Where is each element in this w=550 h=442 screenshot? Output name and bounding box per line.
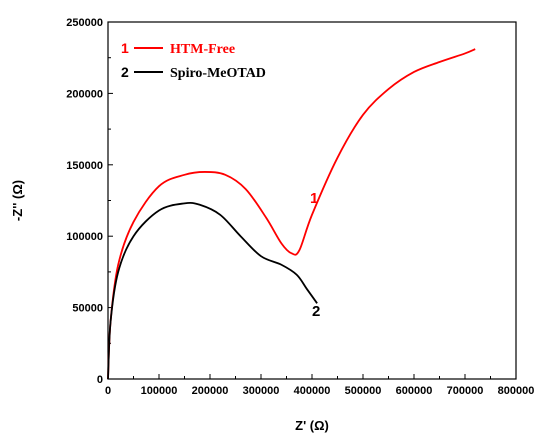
x-axis-label: Z' (Ω) <box>295 418 329 433</box>
y-tick-label: 0 <box>97 374 103 386</box>
series-layer: 12 <box>107 48 476 380</box>
legend-number-1: 1 <box>121 40 129 56</box>
legend-label-2: Spiro-MeOTAD <box>170 66 266 81</box>
y-tick-label: 250000 <box>66 17 103 29</box>
x-tick-label: 200000 <box>192 385 229 397</box>
y-axis-label: -Z'' (Ω) <box>10 180 25 221</box>
y-tick-label: 50000 <box>72 303 103 315</box>
x-tick-label: 300000 <box>243 385 280 397</box>
legend: 1 HTM-Free 2 Spiro-MeOTAD <box>121 40 266 81</box>
x-tick-label: 800000 <box>498 385 535 397</box>
x-tick-label: 500000 <box>345 385 382 397</box>
legend-number-2: 2 <box>121 64 129 80</box>
x-tick-label: 700000 <box>447 385 484 397</box>
legend-label-1: HTM-Free <box>170 42 235 57</box>
series-line-1 <box>107 48 476 380</box>
x-tick-label: 100000 <box>141 385 178 397</box>
y-tick-label: 200000 <box>66 88 103 100</box>
axis-ticks: 0 100000 200000 300000 400000 500000 600000 700… <box>66 17 534 397</box>
series-line-2 <box>107 201 318 380</box>
curve-label-2: 2 <box>312 303 320 320</box>
y-tick-label: 100000 <box>66 231 103 243</box>
curve-label-1: 1 <box>310 190 318 207</box>
x-tick-label: 0 <box>105 385 111 397</box>
x-tick-label: 600000 <box>396 385 433 397</box>
x-tick-label: 400000 <box>294 385 331 397</box>
y-tick-label: 150000 <box>66 160 103 172</box>
